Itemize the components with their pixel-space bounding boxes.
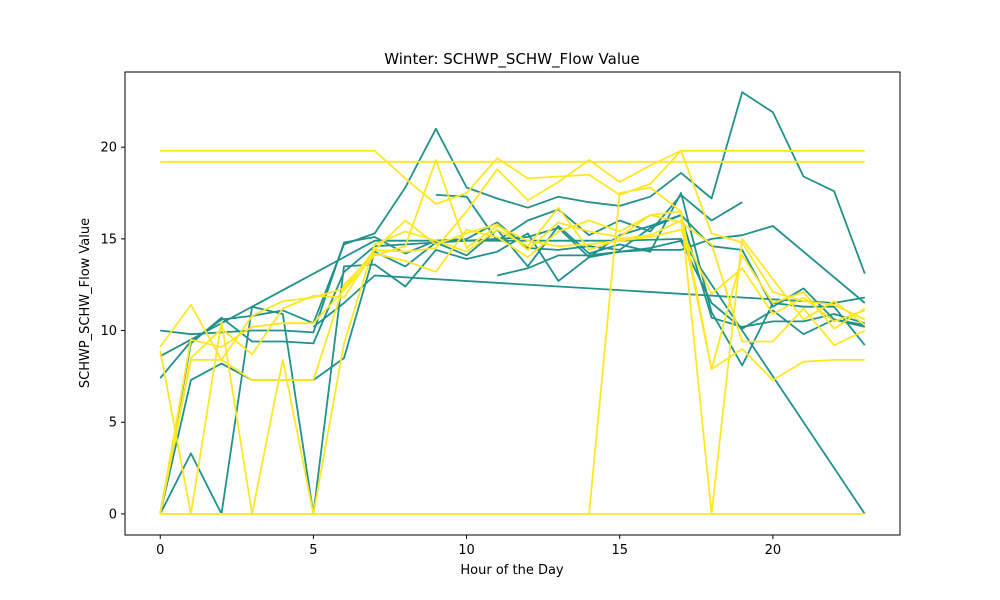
x-tick-label: 15	[611, 543, 628, 558]
series-line-8	[496, 225, 866, 304]
y-tick-label: 5	[109, 416, 117, 431]
chart-title: Winter: SCHWP_SCHW_Flow Value	[384, 50, 639, 69]
y-tick-label: 15	[100, 232, 117, 247]
series-line-1	[159, 91, 866, 379]
x-tick-label: 10	[458, 543, 475, 558]
x-tick-label: 20	[765, 543, 782, 558]
series-layer	[159, 91, 866, 515]
plot-frame	[124, 71, 901, 536]
x-tick-label: 0	[156, 543, 164, 558]
series-line-11	[160, 149, 865, 205]
x-axis-label: Hour of the Day	[460, 563, 564, 578]
series-line-17	[159, 149, 866, 515]
series-line-16	[159, 159, 866, 515]
x-tick-label: 5	[309, 543, 317, 558]
x-axis: 0 5 10 15 20	[156, 535, 781, 558]
y-tick-label: 0	[109, 507, 117, 522]
series-line-7	[435, 193, 743, 242]
series-line-9	[312, 274, 865, 328]
y-axis-label: SCHWP_SCHW_Flow Value	[78, 218, 93, 388]
series-line-18	[160, 186, 866, 515]
series-line-14	[159, 206, 866, 515]
series-line-5	[160, 214, 866, 336]
y-tick-label: 10	[100, 324, 117, 339]
y-axis: 0 5 10 15 20	[100, 141, 125, 522]
y-tick-label: 20	[100, 141, 117, 156]
series-line-15	[159, 210, 865, 515]
